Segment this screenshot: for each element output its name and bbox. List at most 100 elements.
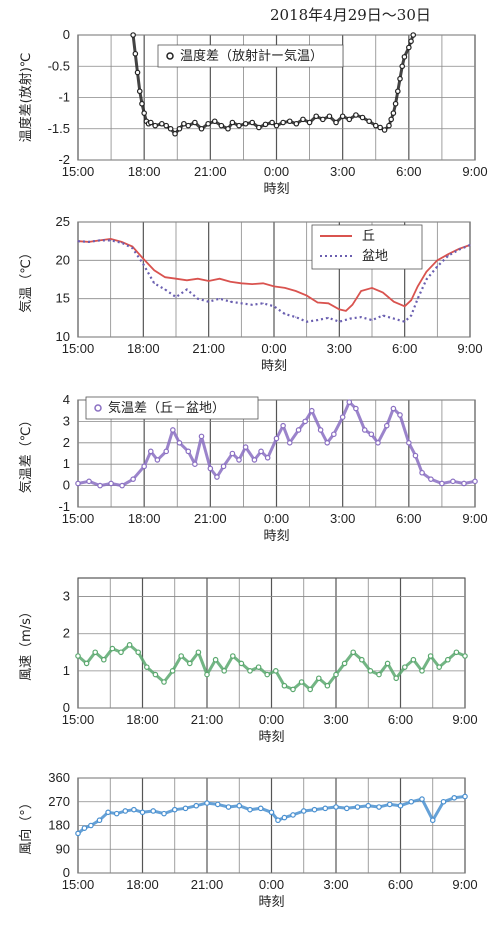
data-point [186, 288, 188, 291]
data-point [404, 305, 406, 307]
y-tick-label: -1 [58, 90, 70, 105]
data-point [404, 321, 406, 323]
data-point [447, 255, 449, 257]
data-point [320, 116, 326, 123]
data-point [293, 120, 300, 127]
data-point [99, 239, 101, 241]
data-point [419, 796, 425, 802]
data-point [175, 296, 177, 298]
x-axis-label: 時刻 [258, 730, 284, 745]
data-point [376, 671, 382, 678]
data-point [408, 38, 414, 45]
legend-label: 気温差（丘－盆地） [108, 400, 225, 416]
data-point [410, 299, 412, 301]
data-point [315, 675, 322, 682]
data-point [375, 439, 381, 446]
data-point [346, 399, 353, 405]
data-point [255, 664, 262, 670]
x-tick-label: 3:00 [330, 164, 355, 179]
data-point [345, 310, 347, 312]
y-tick-label: 10 [56, 329, 70, 344]
data-point [425, 278, 428, 281]
data-point [327, 302, 330, 304]
data-point [247, 668, 253, 674]
series-trace [77, 643, 466, 691]
x-tick-label: 0:00 [259, 877, 284, 892]
data-point [221, 668, 228, 674]
data-point [225, 125, 231, 132]
data-point [153, 269, 155, 271]
data-point [101, 656, 107, 663]
data-point [178, 653, 185, 659]
y-tick-label: 0 [63, 27, 70, 42]
data-point [390, 110, 397, 116]
data-point [229, 119, 236, 126]
data-point [338, 321, 340, 323]
x-tick-label: 9:00 [457, 341, 482, 356]
data-point [192, 461, 198, 468]
data-point [218, 122, 225, 129]
data-point [417, 285, 419, 287]
x-tick-label: 3:00 [323, 712, 348, 727]
data-point [150, 808, 157, 814]
data-point [295, 290, 297, 292]
data-point [185, 122, 192, 129]
x-axis-label: 時刻 [261, 359, 287, 374]
data-point [361, 427, 368, 433]
x-axis-label: 時刻 [258, 895, 284, 910]
data-point [427, 653, 434, 659]
y-tick-label: -2 [58, 152, 70, 167]
data-point [229, 281, 232, 283]
data-point [220, 463, 227, 470]
legend-box [85, 396, 259, 420]
data-point [268, 809, 275, 816]
data-point [113, 810, 120, 817]
data-point [408, 798, 415, 805]
x-tick-label: 9:00 [452, 877, 477, 892]
data-point [410, 32, 417, 38]
y-tick-label: 20 [56, 252, 70, 267]
data-point [313, 113, 320, 120]
data-point [395, 88, 401, 95]
data-point [324, 682, 331, 689]
data-point [207, 465, 214, 472]
data-point [273, 122, 280, 129]
data-point [360, 316, 362, 318]
data-point [290, 812, 296, 818]
data-point [86, 478, 92, 485]
data-point [81, 825, 88, 831]
legend-swatch [166, 52, 174, 60]
data-point [354, 804, 361, 810]
x-tick-label: 9:00 [452, 712, 477, 727]
data-point [181, 120, 187, 127]
data-point [75, 480, 81, 487]
data-point [187, 660, 193, 667]
data-point [169, 668, 176, 674]
data-point [205, 120, 211, 127]
data-point [273, 435, 280, 442]
x-tick-label: 0:00 [261, 341, 286, 356]
data-point [88, 822, 94, 829]
data-point [339, 113, 346, 120]
data-point [280, 422, 286, 429]
data-point [425, 271, 428, 273]
data-point [236, 457, 242, 463]
data-point [170, 427, 176, 433]
data-point [436, 664, 443, 670]
data-point [322, 805, 329, 812]
data-point [229, 450, 236, 457]
x-tick-label: 6:00 [396, 164, 421, 179]
data-point [290, 686, 296, 693]
data-point [372, 122, 379, 129]
x-tick-label: 15:00 [62, 511, 95, 526]
data-point [397, 802, 404, 809]
page-title: 2018年4月29日～30日 [270, 6, 431, 24]
data-point [280, 119, 286, 126]
data-point [175, 278, 177, 280]
data-point [371, 287, 373, 289]
data-point [410, 314, 412, 317]
data-point [350, 649, 357, 656]
data-point [392, 100, 399, 107]
x-tick-label: 6:00 [396, 511, 421, 526]
